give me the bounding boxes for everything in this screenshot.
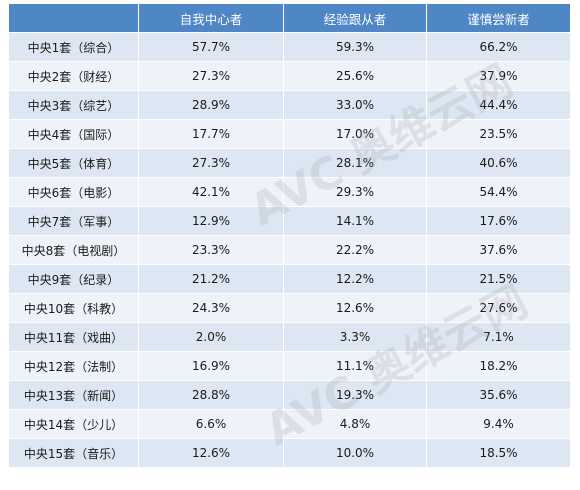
value-cell: 14.1% xyxy=(283,206,427,236)
row-label-cell: 中央6套（电影） xyxy=(8,177,139,207)
table-row: 中央7套（军事） 12.9% 14.1% 17.6% xyxy=(8,206,571,236)
value-cell: 54.4% xyxy=(426,177,571,207)
value-cell: 27.3% xyxy=(138,61,284,91)
value-cell: 21.2% xyxy=(138,264,284,294)
value-cell: 42.1% xyxy=(138,177,284,207)
row-label-cell: 中央13套（新闻） xyxy=(8,380,139,410)
value-cell: 12.6% xyxy=(283,293,427,323)
table-row: 中央15套（音乐） 12.6% 10.0% 18.5% xyxy=(8,438,571,468)
value-cell: 44.4% xyxy=(426,90,571,120)
row-label-cell: 中央7套（军事） xyxy=(8,206,139,236)
value-cell: 7.1% xyxy=(426,322,571,352)
table-body: 中央1套（综合） 57.7% 59.3% 66.2% 中央2套（财经） 27.3% 25.6… xyxy=(8,32,571,468)
header-cautious-novelty: 谨慎尝新者 xyxy=(426,3,571,33)
header-experience-follower: 经验跟从者 xyxy=(283,3,427,33)
value-cell: 17.0% xyxy=(283,119,427,149)
value-cell: 35.6% xyxy=(426,380,571,410)
row-label-cell: 中央1套（综合） xyxy=(8,32,139,62)
value-cell: 23.3% xyxy=(138,235,284,265)
table-row: 中央1套（综合） 57.7% 59.3% 66.2% xyxy=(8,32,571,62)
value-cell: 2.0% xyxy=(138,322,284,352)
row-label-cell: 中央3套（综艺） xyxy=(8,90,139,120)
value-cell: 24.3% xyxy=(138,293,284,323)
value-cell: 4.8% xyxy=(283,409,427,439)
value-cell: 33.0% xyxy=(283,90,427,120)
row-label-cell: 中央12套（法制） xyxy=(8,351,139,381)
row-label-cell: 中央8套（电视剧） xyxy=(8,235,139,265)
table-row: 中央5套（体育） 27.3% 28.1% 40.6% xyxy=(8,148,571,178)
value-cell: 57.7% xyxy=(138,32,284,62)
row-label-cell: 中央14套（少儿） xyxy=(8,409,139,439)
row-label-cell: 中央4套（国际） xyxy=(8,119,139,149)
row-label-cell: 中央5套（体育） xyxy=(8,148,139,178)
table-header: 自我中心者 经验跟从者 谨慎尝新者 xyxy=(8,3,571,33)
row-label-cell: 中央9套（纪录） xyxy=(8,264,139,294)
value-cell: 40.6% xyxy=(426,148,571,178)
row-label-cell: 中央15套（音乐） xyxy=(8,438,139,468)
value-cell: 12.2% xyxy=(283,264,427,294)
table-row: 中央6套（电影） 42.1% 29.3% 54.4% xyxy=(8,177,571,207)
table-row: 中央13套（新闻） 28.8% 19.3% 35.6% xyxy=(8,380,571,410)
value-cell: 28.8% xyxy=(138,380,284,410)
value-cell: 12.9% xyxy=(138,206,284,236)
value-cell: 66.2% xyxy=(426,32,571,62)
value-cell: 21.5% xyxy=(426,264,571,294)
value-cell: 11.1% xyxy=(283,351,427,381)
table-row: 中央11套（戏曲） 2.0% 3.3% 7.1% xyxy=(8,322,571,352)
table-row: 中央12套（法制） 16.9% 11.1% 18.2% xyxy=(8,351,571,381)
table-row: 中央14套（少儿） 6.6% 4.8% 9.4% xyxy=(8,409,571,439)
value-cell: 10.0% xyxy=(283,438,427,468)
value-cell: 3.3% xyxy=(283,322,427,352)
value-cell: 18.5% xyxy=(426,438,571,468)
table-row: 中央10套（科教） 24.3% 12.6% 27.6% xyxy=(8,293,571,323)
row-label-cell: 中央10套（科教） xyxy=(8,293,139,323)
value-cell: 29.3% xyxy=(283,177,427,207)
header-self-centered: 自我中心者 xyxy=(138,3,284,33)
value-cell: 37.9% xyxy=(426,61,571,91)
row-label-cell: 中央11套（戏曲） xyxy=(8,322,139,352)
value-cell: 27.3% xyxy=(138,148,284,178)
value-cell: 25.6% xyxy=(283,61,427,91)
table-row: 中央9套（纪录） 21.2% 12.2% 21.5% xyxy=(8,264,571,294)
table-row: 中央2套（财经） 27.3% 25.6% 37.9% xyxy=(8,61,571,91)
value-cell: 18.2% xyxy=(426,351,571,381)
header-corner-cell xyxy=(8,3,139,33)
value-cell: 23.5% xyxy=(426,119,571,149)
data-table: 自我中心者 经验跟从者 谨慎尝新者 中央1套（综合） 57.7% 59.3% 66.2… xyxy=(8,3,571,468)
value-cell: 16.9% xyxy=(138,351,284,381)
table-row: 中央3套（综艺） 28.9% 33.0% 44.4% xyxy=(8,90,571,120)
row-label-cell: 中央2套（财经） xyxy=(8,61,139,91)
value-cell: 27.6% xyxy=(426,293,571,323)
value-cell: 12.6% xyxy=(138,438,284,468)
value-cell: 19.3% xyxy=(283,380,427,410)
value-cell: 28.9% xyxy=(138,90,284,120)
value-cell: 17.6% xyxy=(426,206,571,236)
value-cell: 6.6% xyxy=(138,409,284,439)
data-table-container: 自我中心者 经验跟从者 谨慎尝新者 中央1套（综合） 57.7% 59.3% 66.2… xyxy=(8,3,571,468)
table-row: 中央4套（国际） 17.7% 17.0% 23.5% xyxy=(8,119,571,149)
value-cell: 17.7% xyxy=(138,119,284,149)
table-row: 中央8套（电视剧） 23.3% 22.2% 37.6% xyxy=(8,235,571,265)
value-cell: 22.2% xyxy=(283,235,427,265)
value-cell: 9.4% xyxy=(426,409,571,439)
header-row: 自我中心者 经验跟从者 谨慎尝新者 xyxy=(8,3,571,33)
value-cell: 59.3% xyxy=(283,32,427,62)
value-cell: 37.6% xyxy=(426,235,571,265)
value-cell: 28.1% xyxy=(283,148,427,178)
